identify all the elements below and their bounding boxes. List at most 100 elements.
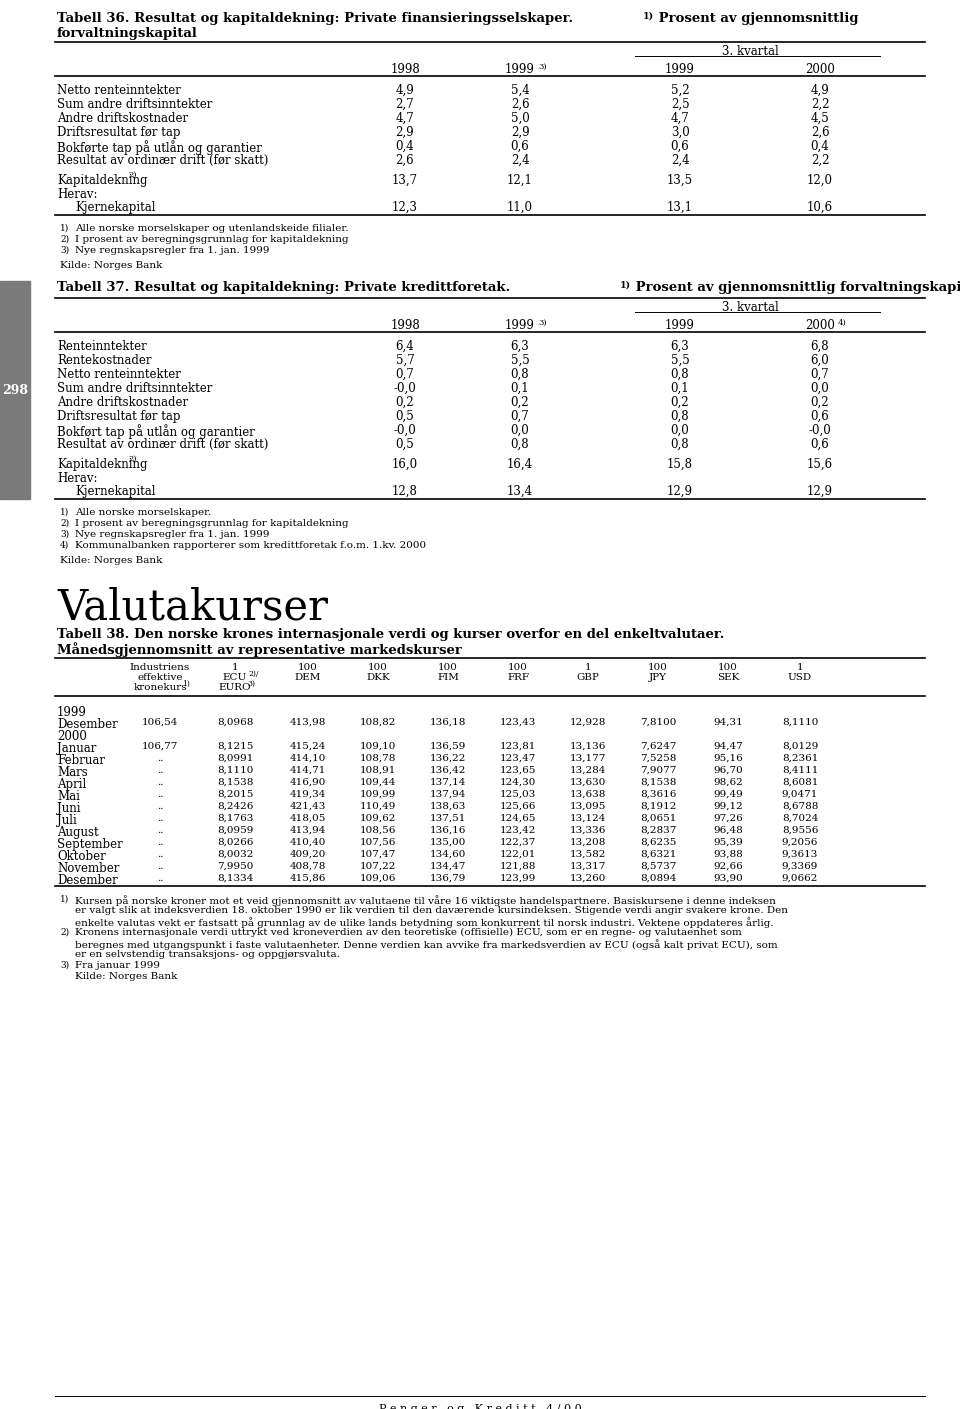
Text: 8,1110: 8,1110	[781, 719, 818, 727]
Text: DEM: DEM	[295, 674, 322, 682]
Text: Juli: Juli	[57, 814, 77, 827]
Text: 408,78: 408,78	[290, 862, 326, 871]
Text: 12,0: 12,0	[807, 173, 833, 187]
Text: Mai: Mai	[57, 790, 80, 803]
Text: EURO: EURO	[219, 683, 252, 692]
Text: 8,0129: 8,0129	[781, 743, 818, 751]
Text: Tabell 36. Resultat og kapitaldekning: Private finansieringsselskaper.: Tabell 36. Resultat og kapitaldekning: P…	[57, 13, 573, 25]
Text: 16,0: 16,0	[392, 458, 418, 471]
Text: 8,1763: 8,1763	[217, 814, 253, 823]
Text: Kommunalbanken rapporterer som kredittforetak f.o.m. 1.kv. 2000: Kommunalbanken rapporterer som kredittfo…	[75, 541, 426, 550]
Text: DKK: DKK	[366, 674, 390, 682]
Text: 3): 3)	[247, 681, 255, 688]
Text: 106,77: 106,77	[142, 743, 179, 751]
Text: Nye regnskapsregler fra 1. jan. 1999: Nye regnskapsregler fra 1. jan. 1999	[75, 530, 270, 540]
Text: Netto renteinntekter: Netto renteinntekter	[57, 368, 180, 380]
Text: April: April	[57, 778, 86, 790]
Text: SEK: SEK	[717, 674, 739, 682]
Text: 8,9556: 8,9556	[781, 826, 818, 836]
Text: 2): 2)	[129, 170, 137, 179]
Text: 8,2015: 8,2015	[217, 790, 253, 799]
Text: 9,0471: 9,0471	[781, 790, 818, 799]
Text: 0,5: 0,5	[396, 438, 415, 451]
Text: 123,42: 123,42	[500, 826, 537, 836]
Text: 0,6: 0,6	[810, 438, 829, 451]
Text: 0,8: 0,8	[511, 438, 529, 451]
Text: 5,7: 5,7	[396, 354, 415, 366]
Text: 8,0991: 8,0991	[217, 754, 253, 764]
Text: Februar: Februar	[57, 754, 105, 766]
Text: Resultat av ordinær drift (før skatt): Resultat av ordinær drift (før skatt)	[57, 154, 269, 168]
Text: 3. kvartal: 3. kvartal	[722, 45, 779, 58]
Text: 108,91: 108,91	[360, 766, 396, 775]
Text: ..: ..	[156, 850, 163, 859]
Text: 415,24: 415,24	[290, 743, 326, 751]
Text: 5,2: 5,2	[671, 85, 689, 97]
Text: 96,48: 96,48	[713, 826, 743, 836]
Text: Netto renteinntekter: Netto renteinntekter	[57, 85, 180, 97]
Text: 13,208: 13,208	[570, 838, 606, 847]
Text: 109,99: 109,99	[360, 790, 396, 799]
Text: 5,4: 5,4	[511, 85, 529, 97]
Text: Januar: Januar	[57, 743, 96, 755]
Text: 2,2: 2,2	[811, 154, 829, 168]
Text: 9,3369: 9,3369	[781, 862, 818, 871]
Text: 13,124: 13,124	[570, 814, 606, 823]
Text: 7,8100: 7,8100	[639, 719, 676, 727]
Text: 0,2: 0,2	[396, 396, 415, 409]
Text: 13,1: 13,1	[667, 201, 693, 214]
Text: 409,20: 409,20	[290, 850, 326, 859]
Text: Kilde: Norges Bank: Kilde: Norges Bank	[60, 557, 162, 565]
Text: 108,56: 108,56	[360, 826, 396, 836]
Text: -0,0: -0,0	[394, 424, 417, 437]
Text: Kronens internasjonale verdi uttrykt ved kroneverdien av den teoretiske (offisie: Kronens internasjonale verdi uttrykt ved…	[75, 929, 742, 937]
Text: 12,928: 12,928	[570, 719, 606, 727]
Text: 13,7: 13,7	[392, 173, 418, 187]
Text: 9,3613: 9,3613	[781, 850, 818, 859]
Text: 2,9: 2,9	[396, 125, 415, 139]
Text: 95,39: 95,39	[713, 838, 743, 847]
Text: 3. kvartal: 3. kvartal	[722, 302, 779, 314]
Text: Desember: Desember	[57, 719, 118, 731]
Text: 415,86: 415,86	[290, 874, 326, 883]
Text: 124,30: 124,30	[500, 778, 537, 788]
Text: Industriens: Industriens	[130, 664, 190, 672]
Text: 137,14: 137,14	[430, 778, 467, 788]
Text: I prosent av beregningsgrunnlag for kapitaldekning: I prosent av beregningsgrunnlag for kapi…	[75, 519, 348, 528]
Text: 8,2361: 8,2361	[781, 754, 818, 764]
Text: 137,94: 137,94	[430, 790, 467, 799]
Text: 7,5258: 7,5258	[639, 754, 676, 764]
Text: Kilde: Norges Bank: Kilde: Norges Bank	[60, 261, 162, 271]
Text: 9,2056: 9,2056	[781, 838, 818, 847]
Text: 100: 100	[718, 664, 738, 672]
Text: Prosent av gjennomsnittlig: Prosent av gjennomsnittlig	[654, 13, 858, 25]
Text: 106,54: 106,54	[142, 719, 179, 727]
Text: 7,9950: 7,9950	[217, 862, 253, 871]
Text: 8,5737: 8,5737	[639, 862, 676, 871]
Text: 8,2837: 8,2837	[639, 826, 676, 836]
Text: 1: 1	[797, 664, 804, 672]
Text: 2,6: 2,6	[810, 125, 829, 139]
Text: 419,34: 419,34	[290, 790, 326, 799]
Text: 3): 3)	[60, 247, 69, 255]
Text: Tabell 37. Resultat og kapitaldekning: Private kredittforetak.: Tabell 37. Resultat og kapitaldekning: P…	[57, 280, 511, 294]
Text: 0,1: 0,1	[671, 382, 689, 395]
Text: 13,630: 13,630	[570, 778, 606, 788]
Text: 2)/: 2)/	[248, 671, 258, 678]
Text: 136,42: 136,42	[430, 766, 467, 775]
Text: 421,43: 421,43	[290, 802, 326, 812]
Text: 8,6788: 8,6788	[781, 802, 818, 812]
Text: -0,0: -0,0	[808, 424, 831, 437]
Text: 92,66: 92,66	[713, 862, 743, 871]
Text: 4): 4)	[838, 318, 847, 327]
Bar	[0, 280, 30, 499]
Text: 136,22: 136,22	[430, 754, 467, 764]
Text: 13,5: 13,5	[667, 173, 693, 187]
Text: 12,8: 12,8	[392, 485, 418, 497]
Text: 2): 2)	[60, 519, 69, 528]
Text: 1999: 1999	[665, 63, 695, 76]
Text: 0,2: 0,2	[671, 396, 689, 409]
Text: 8,6235: 8,6235	[639, 838, 676, 847]
Text: 107,56: 107,56	[360, 838, 396, 847]
Text: 100: 100	[648, 664, 668, 672]
